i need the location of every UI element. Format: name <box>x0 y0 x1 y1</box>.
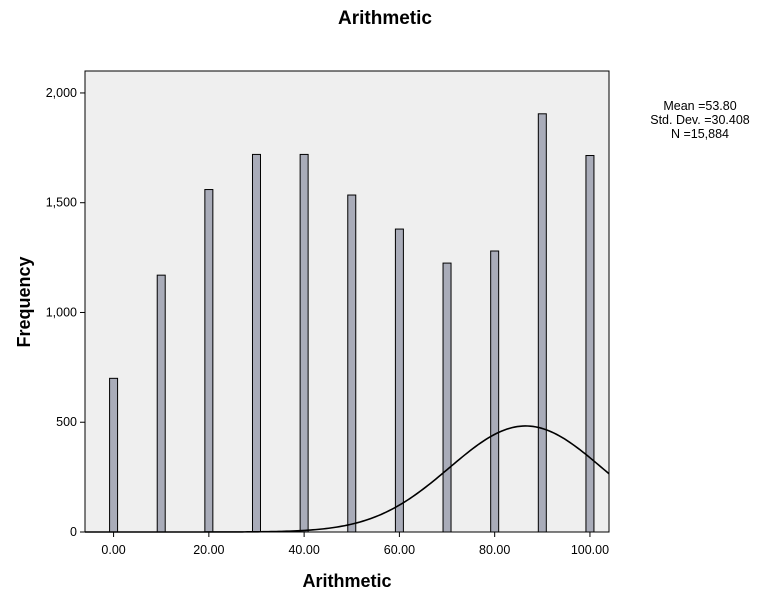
y-tick-label: 1,000 <box>46 305 77 319</box>
stats-mean: Mean =53.80 <box>663 99 736 113</box>
y-tick-label: 0 <box>70 525 77 539</box>
stats-box: Mean =53.80 Std. Dev. =30.408 N =15,884 <box>650 99 750 141</box>
bar-20 <box>204 189 214 533</box>
x-tick-label: 60.00 <box>384 543 415 557</box>
plot-area <box>84 70 610 533</box>
x-axis-label: Arithmetic <box>302 571 391 591</box>
bar-10 <box>156 274 166 533</box>
y-tick-label: 500 <box>56 415 77 429</box>
bar-70 <box>442 262 452 533</box>
bar-40 <box>299 153 309 533</box>
y-tick-label: 1,500 <box>46 196 77 210</box>
y-tick-label: 2,000 <box>46 86 77 100</box>
normal-curve <box>85 425 610 533</box>
stats-std-dev: Std. Dev. =30.408 <box>650 113 750 127</box>
x-tick-label: 20.00 <box>193 543 224 557</box>
x-tick-label: 100.00 <box>571 543 609 557</box>
x-tick-label: 0.00 <box>101 543 125 557</box>
bar-0 <box>109 377 119 533</box>
bar-100 <box>585 155 595 533</box>
x-axis: 0.00 20.00 40.00 60.00 80.00 100.00 <box>101 532 609 557</box>
chart-title: Arithmetic <box>338 8 432 29</box>
stats-n: N =15,884 <box>671 127 729 141</box>
bar-60 <box>394 228 404 533</box>
bar-80 <box>490 250 500 533</box>
x-tick-label: 80.00 <box>479 543 510 557</box>
y-axis-label: Frequency <box>14 256 34 347</box>
y-axis: 0 500 1,000 1,500 2,000 <box>46 86 85 539</box>
bar-30 <box>251 153 261 533</box>
x-tick-label: 40.00 <box>288 543 319 557</box>
bar-50 <box>347 194 357 533</box>
bar-90 <box>537 113 547 533</box>
